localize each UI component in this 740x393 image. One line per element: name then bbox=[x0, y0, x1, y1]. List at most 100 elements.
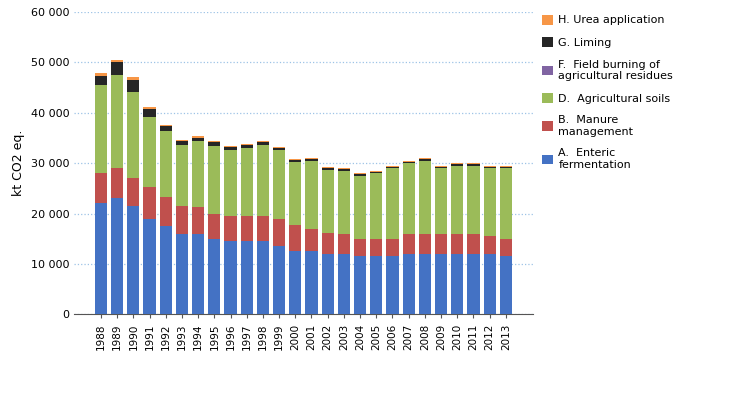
Bar bbox=[484, 254, 496, 314]
Y-axis label: kt CO2 eq.: kt CO2 eq. bbox=[12, 130, 25, 196]
Bar bbox=[95, 204, 107, 314]
Bar bbox=[144, 117, 155, 187]
Bar bbox=[240, 241, 253, 314]
Bar bbox=[403, 162, 414, 163]
Bar bbox=[192, 141, 204, 207]
Bar bbox=[403, 234, 414, 254]
Bar bbox=[176, 145, 188, 206]
Bar bbox=[322, 167, 334, 168]
Bar bbox=[354, 174, 366, 176]
Bar bbox=[338, 234, 350, 254]
Bar bbox=[322, 168, 334, 170]
Bar bbox=[451, 165, 463, 234]
Bar bbox=[176, 234, 188, 314]
Bar bbox=[289, 225, 301, 252]
Bar bbox=[370, 239, 383, 256]
Bar bbox=[144, 109, 155, 117]
Bar bbox=[144, 187, 155, 219]
Bar bbox=[144, 219, 155, 314]
Bar bbox=[95, 76, 107, 85]
Bar bbox=[95, 73, 107, 76]
Legend: H. Urea application, G. Liming, F.  Field burning of
agricultural residues, D.  : H. Urea application, G. Liming, F. Field… bbox=[539, 11, 676, 173]
Bar bbox=[208, 141, 221, 142]
Bar bbox=[273, 151, 285, 219]
Bar bbox=[419, 161, 431, 234]
Bar bbox=[306, 229, 317, 252]
Bar bbox=[451, 164, 463, 165]
Bar bbox=[484, 167, 496, 168]
Bar bbox=[484, 165, 496, 167]
Bar bbox=[370, 173, 383, 239]
Bar bbox=[240, 216, 253, 241]
Bar bbox=[500, 256, 512, 314]
Bar bbox=[435, 234, 447, 254]
Bar bbox=[386, 168, 399, 239]
Bar bbox=[338, 168, 350, 169]
Bar bbox=[322, 170, 334, 233]
Bar bbox=[500, 167, 512, 168]
Bar bbox=[484, 236, 496, 254]
Bar bbox=[176, 206, 188, 234]
Bar bbox=[468, 254, 480, 314]
Bar bbox=[176, 141, 188, 145]
Bar bbox=[273, 148, 285, 151]
Bar bbox=[370, 256, 383, 314]
Bar bbox=[386, 165, 399, 167]
Bar bbox=[127, 92, 139, 178]
Bar bbox=[111, 168, 123, 198]
Bar bbox=[322, 233, 334, 254]
Bar bbox=[127, 178, 139, 206]
Bar bbox=[370, 171, 383, 172]
Bar bbox=[435, 168, 447, 234]
Bar bbox=[257, 145, 269, 216]
Bar bbox=[208, 239, 221, 314]
Bar bbox=[419, 234, 431, 254]
Bar bbox=[468, 234, 480, 254]
Bar bbox=[435, 167, 447, 168]
Bar bbox=[289, 160, 301, 162]
Bar bbox=[338, 171, 350, 234]
Bar bbox=[240, 148, 253, 216]
Bar bbox=[111, 62, 123, 75]
Bar bbox=[127, 77, 139, 80]
Bar bbox=[224, 216, 237, 241]
Bar bbox=[386, 239, 399, 256]
Bar bbox=[338, 169, 350, 171]
Bar bbox=[403, 163, 414, 234]
Bar bbox=[160, 226, 172, 314]
Bar bbox=[289, 158, 301, 160]
Bar bbox=[192, 136, 204, 138]
Bar bbox=[111, 75, 123, 168]
Bar bbox=[273, 246, 285, 314]
Bar bbox=[435, 254, 447, 314]
Bar bbox=[144, 107, 155, 109]
Bar bbox=[451, 234, 463, 254]
Bar bbox=[111, 60, 123, 62]
Bar bbox=[95, 85, 107, 173]
Bar bbox=[257, 141, 269, 142]
Bar bbox=[176, 140, 188, 141]
Bar bbox=[208, 142, 221, 146]
Bar bbox=[468, 163, 480, 164]
Bar bbox=[419, 158, 431, 159]
Bar bbox=[192, 138, 204, 141]
Bar bbox=[289, 252, 301, 314]
Bar bbox=[370, 172, 383, 173]
Bar bbox=[403, 254, 414, 314]
Bar bbox=[338, 254, 350, 314]
Bar bbox=[208, 214, 221, 239]
Bar bbox=[192, 207, 204, 234]
Bar bbox=[451, 254, 463, 314]
Bar bbox=[240, 144, 253, 145]
Bar bbox=[111, 198, 123, 314]
Bar bbox=[403, 161, 414, 162]
Bar bbox=[257, 241, 269, 314]
Bar bbox=[435, 165, 447, 167]
Bar bbox=[306, 252, 317, 314]
Bar bbox=[419, 159, 431, 161]
Bar bbox=[160, 126, 172, 131]
Bar bbox=[484, 168, 496, 236]
Bar bbox=[208, 146, 221, 214]
Bar bbox=[386, 167, 399, 168]
Bar bbox=[160, 131, 172, 197]
